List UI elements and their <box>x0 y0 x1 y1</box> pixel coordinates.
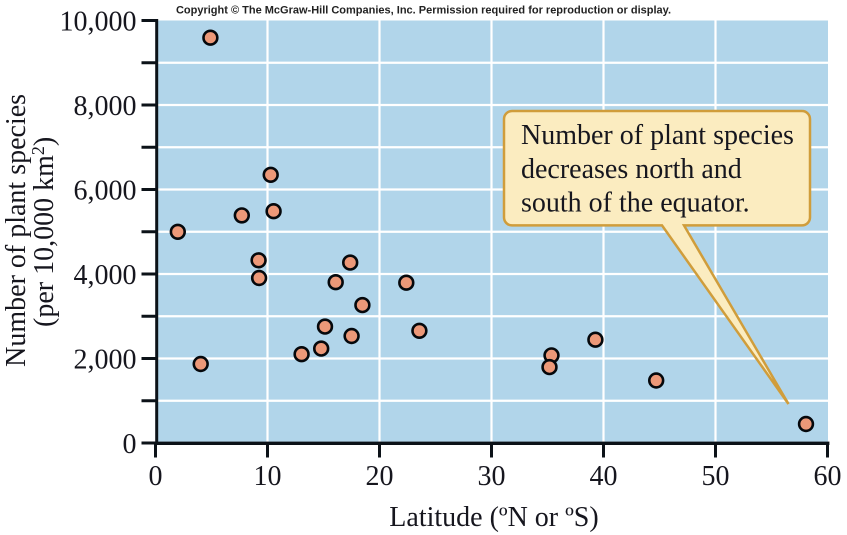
svg-text:0: 0 <box>149 461 163 492</box>
svg-text:(per 10,000 km2): (per 10,000 km2) <box>28 137 60 327</box>
svg-text:0: 0 <box>123 429 137 460</box>
svg-text:30: 30 <box>478 461 506 492</box>
svg-text:8,000: 8,000 <box>74 91 137 122</box>
svg-text:40: 40 <box>590 461 618 492</box>
svg-text:Number of plant species: Number of plant species <box>1 94 32 367</box>
svg-text:50: 50 <box>702 461 730 492</box>
svg-text:Number of plant species: Number of plant species <box>521 120 794 151</box>
svg-text:decreases north and: decreases north and <box>521 154 742 185</box>
svg-text:4,000: 4,000 <box>74 260 137 291</box>
svg-text:10,000: 10,000 <box>60 7 137 38</box>
svg-text:Copyright © The McGraw-Hill Co: Copyright © The McGraw-Hill Companies, I… <box>176 5 671 17</box>
svg-text:6,000: 6,000 <box>74 176 137 207</box>
svg-text:60: 60 <box>814 461 842 492</box>
svg-text:Latitude (ºN or ºS): Latitude (ºN or ºS) <box>389 502 598 533</box>
svg-text:10: 10 <box>254 461 282 492</box>
svg-text:2,000: 2,000 <box>74 345 137 376</box>
svg-text:20: 20 <box>366 461 394 492</box>
svg-text:south of the equator.: south of the equator. <box>521 188 750 219</box>
